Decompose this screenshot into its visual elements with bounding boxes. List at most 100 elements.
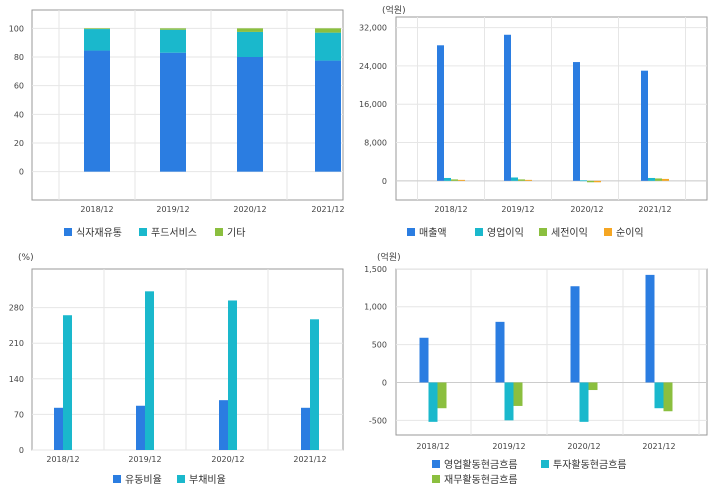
y-tick-label: 0 bbox=[382, 378, 387, 387]
x-tick-label: 2020/12 bbox=[211, 455, 244, 464]
y-tick-label: 100 bbox=[9, 24, 24, 33]
bar bbox=[63, 315, 72, 450]
legend-item: 푸드서비스 bbox=[139, 227, 197, 239]
unit-label: (억원) bbox=[382, 4, 406, 16]
legend-label: 재무활동현금흐름 bbox=[444, 473, 518, 486]
legend-swatch bbox=[139, 228, 147, 236]
bar bbox=[136, 405, 145, 450]
legend-swatch bbox=[113, 475, 121, 483]
legend: 유동비율 부채비율 bbox=[113, 474, 226, 486]
y-tick-label: -500 bbox=[369, 416, 387, 425]
y-tick-label: 0 bbox=[382, 177, 387, 186]
legend-item: 영업이익 bbox=[475, 226, 524, 239]
x-tick-label: 2021/12 bbox=[642, 442, 675, 451]
legend-label: 세전이익 bbox=[551, 227, 588, 239]
bar bbox=[588, 382, 598, 391]
y-tick-label: 1,000 bbox=[364, 303, 387, 312]
bar bbox=[315, 32, 341, 61]
legend: 매출액 영업이익 세전이익 순이익 bbox=[407, 226, 644, 239]
y-tick-label: 8,000 bbox=[364, 139, 387, 148]
legend-label: 식자재유통 bbox=[76, 227, 122, 239]
legend-item: 영업활동현금흐름 bbox=[432, 458, 518, 471]
plot-frame bbox=[31, 268, 344, 451]
legend-item: 재무활동현금흐름 bbox=[432, 473, 518, 486]
legend-swatch bbox=[604, 228, 612, 236]
legend-swatch bbox=[432, 460, 440, 468]
bar bbox=[437, 45, 444, 181]
legend-swatch bbox=[539, 228, 547, 236]
x-tick-label: 2020/12 bbox=[233, 205, 266, 214]
legend-item: 기타 bbox=[215, 227, 245, 239]
x-tick-label: 2020/12 bbox=[567, 442, 600, 451]
legend-item: 매출액 bbox=[407, 227, 447, 239]
bar bbox=[573, 62, 580, 181]
x-tick-label: 2019/12 bbox=[128, 455, 161, 464]
y-tick-label: 16,000 bbox=[359, 100, 387, 109]
unit-label: (%) bbox=[18, 253, 34, 263]
legend-swatch bbox=[215, 228, 223, 236]
bar bbox=[228, 300, 237, 450]
bar bbox=[437, 382, 447, 409]
legend-label: 투자활동현금흐름 bbox=[553, 458, 627, 471]
chart-panel-1: 0 20 40 60 80 100 2018/12 2019/12 2020/12 2021/12… bbox=[9, 9, 345, 239]
y-tick-label: 20 bbox=[14, 139, 24, 148]
bar bbox=[428, 382, 438, 422]
x-tick-label: 2018/12 bbox=[46, 455, 79, 464]
bar bbox=[444, 177, 451, 181]
bar bbox=[458, 179, 465, 181]
legend-label: 영업이익 bbox=[487, 226, 524, 239]
legend-label: 영업활동현금흐름 bbox=[444, 458, 518, 471]
legend-label: 푸드서비스 bbox=[151, 227, 197, 239]
legend-item: 순이익 bbox=[604, 227, 644, 239]
bar bbox=[504, 34, 511, 181]
bar bbox=[511, 177, 518, 181]
legend: 식자재유통 푸드서비스 기타 bbox=[64, 227, 245, 239]
y-tick-label: 140 bbox=[9, 375, 24, 384]
legend-swatch bbox=[407, 228, 415, 236]
bar bbox=[518, 179, 525, 181]
bar bbox=[570, 286, 580, 383]
bar bbox=[54, 407, 63, 450]
y-tick-label: 280 bbox=[9, 304, 24, 313]
bar bbox=[663, 382, 673, 412]
legend-label: 유동비율 bbox=[125, 474, 162, 486]
bar bbox=[84, 50, 110, 172]
bar bbox=[654, 382, 664, 409]
bar bbox=[641, 70, 648, 181]
legend-label: 기타 bbox=[227, 227, 245, 239]
x-tick-label: 2020/12 bbox=[570, 205, 603, 214]
x-tick-label: 2019/12 bbox=[156, 205, 189, 214]
x-tick-label: 2018/12 bbox=[434, 205, 467, 214]
x-tick-label: 2021/12 bbox=[638, 205, 671, 214]
bar bbox=[580, 180, 587, 182]
y-tick-label: 40 bbox=[14, 110, 24, 119]
legend-item: 투자활동현금흐름 bbox=[541, 458, 627, 471]
bar bbox=[310, 319, 319, 450]
y-tick-label: 0 bbox=[19, 446, 24, 455]
legend-swatch bbox=[541, 460, 549, 468]
bar bbox=[504, 382, 514, 421]
bar bbox=[513, 382, 523, 406]
legend-swatch bbox=[475, 228, 483, 236]
plot-frame bbox=[395, 268, 708, 436]
bar bbox=[145, 291, 154, 450]
y-tick-label: 70 bbox=[14, 410, 24, 419]
bar bbox=[160, 52, 186, 172]
plot-frame bbox=[31, 9, 344, 201]
y-tick-label: 500 bbox=[372, 341, 387, 350]
legend-item: 유동비율 bbox=[113, 474, 162, 486]
chart-panel-2: 0 8,000 16,000 24,000 32,000 2018/12 2019/12 20… bbox=[359, 4, 708, 239]
x-tick-label: 2019/12 bbox=[501, 205, 534, 214]
x-tick-label: 2018/12 bbox=[416, 442, 449, 451]
y-tick-label: 32,000 bbox=[359, 24, 387, 33]
bar bbox=[655, 178, 662, 181]
bar bbox=[84, 28, 110, 30]
y-tick-label: 210 bbox=[9, 339, 24, 348]
bar bbox=[237, 57, 263, 172]
bar bbox=[662, 178, 669, 181]
y-tick-label: 60 bbox=[14, 82, 24, 91]
x-tick-label: 2018/12 bbox=[80, 205, 113, 214]
y-tick-label: 24,000 bbox=[359, 62, 387, 71]
chart-panel-3: 0 70 140 210 280 2018/12 2019/12 2020/12 2021/12… bbox=[9, 253, 344, 486]
